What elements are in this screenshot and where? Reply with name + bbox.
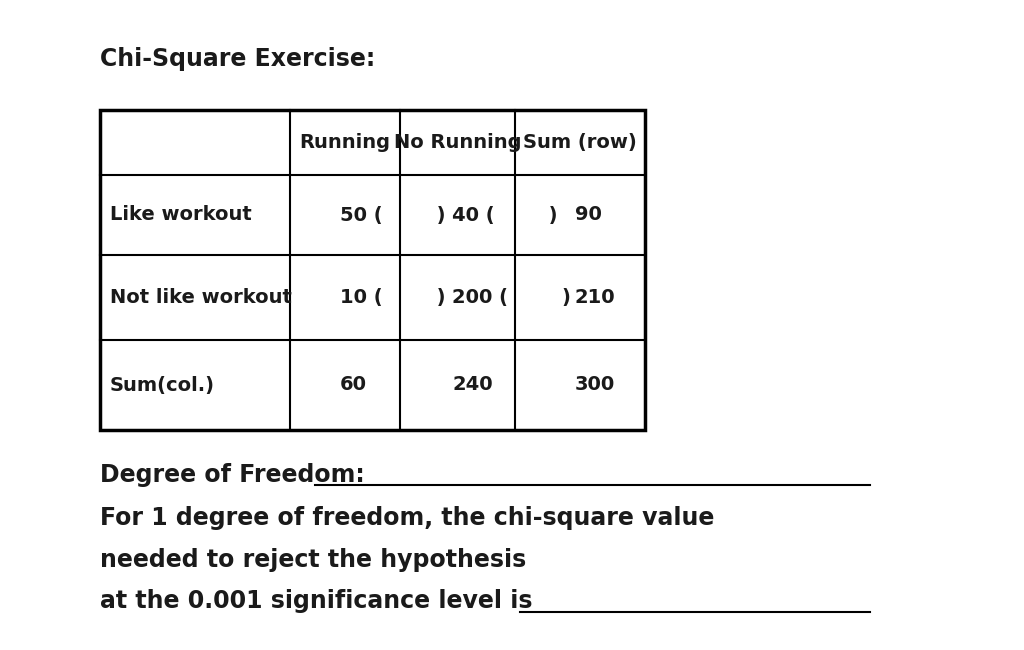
- Text: 200 (        ): 200 ( ): [453, 288, 571, 307]
- Bar: [100, 110, 645, 430]
- Text: Sum(col.): Sum(col.): [110, 376, 215, 395]
- Text: No Running: No Running: [394, 133, 521, 152]
- Text: 10 (        ): 10 ( ): [340, 288, 445, 307]
- Text: 40 (        ): 40 ( ): [453, 205, 558, 224]
- Text: Sum (row): Sum (row): [523, 133, 637, 152]
- Text: 240: 240: [453, 376, 494, 395]
- Text: 300: 300: [575, 376, 615, 395]
- Text: Degree of Freedom:: Degree of Freedom:: [100, 463, 365, 487]
- Text: 210: 210: [575, 288, 615, 307]
- Text: 60: 60: [340, 376, 367, 395]
- Text: For 1 degree of freedom, the chi-square value: For 1 degree of freedom, the chi-square …: [100, 506, 715, 530]
- Text: at the 0.001 significance level is: at the 0.001 significance level is: [100, 589, 532, 613]
- Text: needed to reject the hypothesis: needed to reject the hypothesis: [100, 548, 526, 572]
- Text: Like workout: Like workout: [110, 205, 252, 224]
- Text: Chi-Square Exercise:: Chi-Square Exercise:: [100, 47, 375, 71]
- Text: Not like workout: Not like workout: [110, 288, 292, 307]
- Text: 90: 90: [575, 205, 602, 224]
- Text: Running: Running: [299, 133, 390, 152]
- Text: 50 (        ): 50 ( ): [340, 205, 445, 224]
